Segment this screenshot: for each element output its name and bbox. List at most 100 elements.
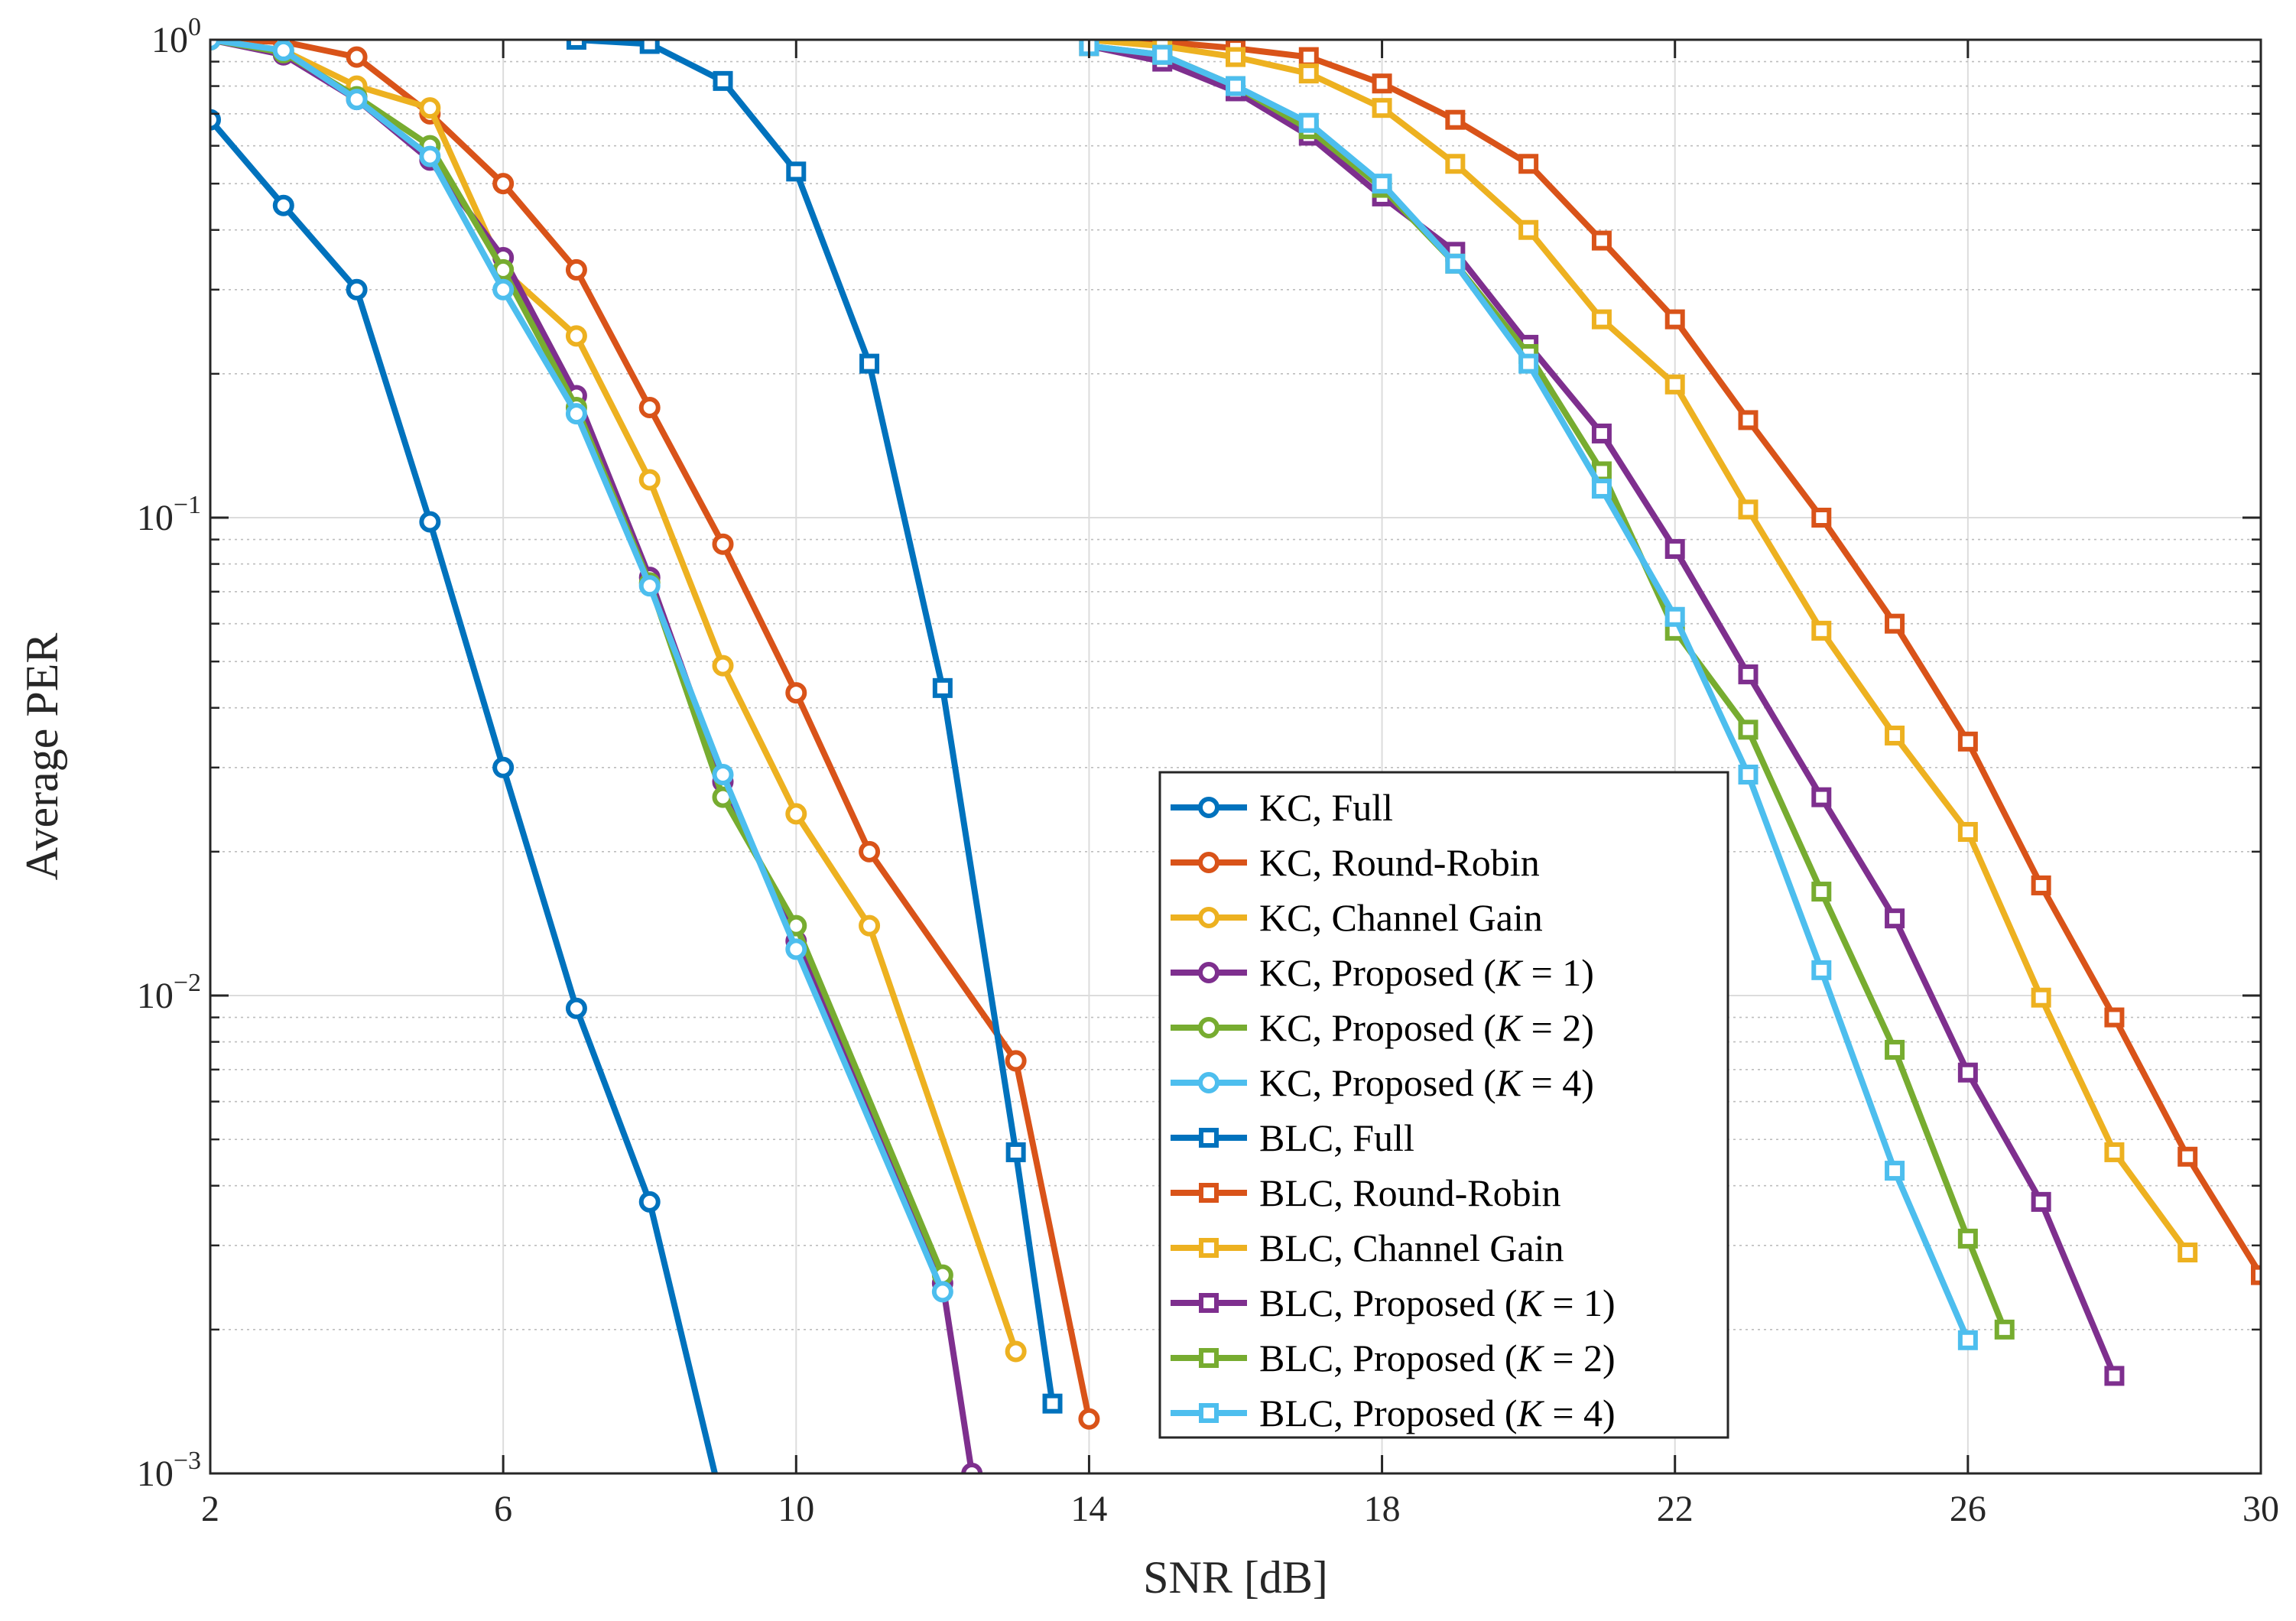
axes-frame [209,38,2262,1475]
data-point [1005,1340,1027,1363]
data-point [638,396,661,418]
legend-label: KC, Proposed (K = 1) [1259,951,1594,994]
data-point [1226,47,1245,67]
data-point [2104,1007,2125,1028]
data-point [1372,174,1392,194]
legend-label: KC, Channel Gain [1259,896,1543,939]
series-line [210,40,1093,1420]
legend-entry: BLC, Proposed (K = 4) [1171,1392,1616,1434]
data-point [1372,73,1392,94]
series-0 [210,109,719,1473]
data-point [1957,731,1978,752]
data-point [1518,154,1539,174]
data-point [712,655,734,677]
data-point [859,840,881,862]
data-point [1738,720,1759,740]
data-point [1957,1330,1978,1350]
data-point [786,161,807,182]
series-layer [210,40,2261,1473]
legend-marker [1198,962,1219,983]
data-point [1738,410,1759,430]
legend-entry: KC, Proposed (K = 1) [1171,951,1594,994]
data-point [492,278,515,300]
data-point [638,469,661,491]
data-point [638,1191,661,1213]
data-point [1298,112,1319,133]
data-point [1298,63,1319,84]
data-point [1738,499,1759,520]
legend-label: KC, Proposed (K = 2) [1259,1006,1594,1049]
data-point [2104,1142,2125,1162]
data-point [961,1463,983,1473]
legend-entry: KC, Proposed (K = 2) [1171,1006,1594,1049]
legend-marker [1199,1348,1219,1368]
data-point [1664,538,1685,559]
data-point [2031,987,2051,1008]
data-point [566,40,586,50]
series-line [1089,40,2190,1255]
data-point [1811,882,1832,902]
legend-marker [1199,1128,1219,1148]
series-line [210,40,946,1293]
legend-marker [1199,1403,1219,1423]
y-tick-label: 100 [151,13,201,60]
data-point [1664,374,1685,395]
data-point [2031,875,2051,895]
data-point [210,40,221,50]
legend-label: BLC, Round-Robin [1259,1171,1560,1214]
legend-box [1158,771,1729,1439]
data-point [1078,1408,1100,1430]
data-point [565,403,587,425]
data-point [1811,960,1832,980]
series-line [576,40,1056,1405]
x-tick-label: 18 [1364,1489,1401,1529]
x-tick-label: 2 [201,1489,219,1529]
data-point [346,89,368,111]
data-point [712,533,734,555]
data-point [1298,47,1319,67]
data-point [1957,1062,1978,1083]
legend-entry: KC, Full [1171,786,1393,829]
data-point [1885,725,1905,746]
legend-marker [1198,1072,1219,1093]
data-point [1445,253,1466,274]
data-point [1664,606,1685,627]
x-tick-label: 26 [1950,1489,1986,1529]
series-7 [1079,40,2261,1285]
legend-entry: BLC, Full [1171,1116,1414,1159]
data-point [565,997,587,1019]
data-point [1957,821,1978,842]
legend-label: BLC, Full [1259,1116,1414,1159]
data-point [1372,98,1392,119]
legend-marker [1199,1183,1219,1203]
data-point [1591,309,1612,330]
data-point [1957,1228,1978,1249]
legend-entry: KC, Proposed (K = 4) [1171,1061,1594,1104]
series-8 [1079,40,2198,1263]
legend-marker [1198,907,1219,928]
y-tick-label: 10−1 [137,491,201,538]
legend-label: KC, Full [1259,786,1393,829]
data-point [1591,423,1612,443]
series-6 [566,40,1063,1414]
data-point [932,677,953,698]
data-point [1042,1393,1063,1414]
x-tick-label: 6 [494,1489,512,1529]
data-point [1738,664,1759,684]
series-5 [210,40,953,1303]
y-axis-label: Average PER [17,633,67,881]
data-point [1738,765,1759,785]
legend-entry: KC, Round-Robin [1171,841,1540,884]
x-tick-label: 14 [1070,1489,1107,1529]
legend-marker [1198,852,1219,873]
data-point [2251,1265,2261,1285]
legend-entry: BLC, Proposed (K = 1) [1171,1282,1616,1324]
data-point [346,46,368,68]
data-point [1518,219,1539,240]
data-point [1811,620,1832,641]
data-point [713,70,733,91]
legend-marker [1198,797,1219,818]
data-point [1885,1039,1905,1060]
